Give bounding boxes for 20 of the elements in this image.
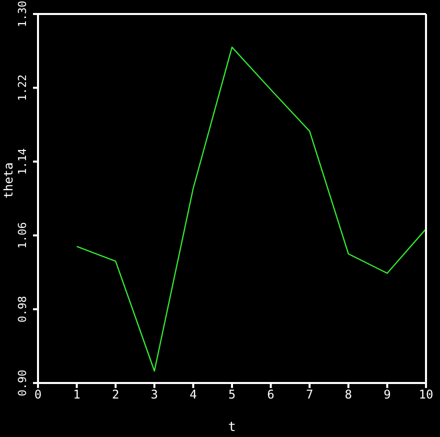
x-tick-label: 8: [344, 388, 352, 402]
x-tick-label: 5: [228, 388, 236, 402]
x-tick-label: 9: [384, 388, 391, 402]
x-tick-label: 6: [267, 388, 274, 402]
y-tick-label: 1.22: [16, 74, 29, 102]
y-axis-title: theta: [1, 162, 16, 198]
x-tick-label: 7: [306, 388, 314, 402]
y-tick-label: 1.06: [16, 222, 29, 249]
x-tick-label: 1: [73, 388, 80, 402]
y-tick-label: 1.30: [16, 0, 29, 28]
x-tick-label: 2: [112, 388, 120, 402]
line-series: [76, 46, 426, 372]
x-tick-label: 0: [34, 388, 42, 402]
y-tick-label: 0.98: [16, 296, 29, 322]
y-tick-label: 0.90: [16, 370, 29, 396]
y-tick-label: 1.14: [16, 148, 29, 175]
x-tick-label: 4: [190, 388, 197, 402]
x-tick-label: 3: [150, 388, 158, 402]
x-axis-title: t: [228, 420, 236, 435]
x-tick-label: 10: [418, 388, 434, 402]
